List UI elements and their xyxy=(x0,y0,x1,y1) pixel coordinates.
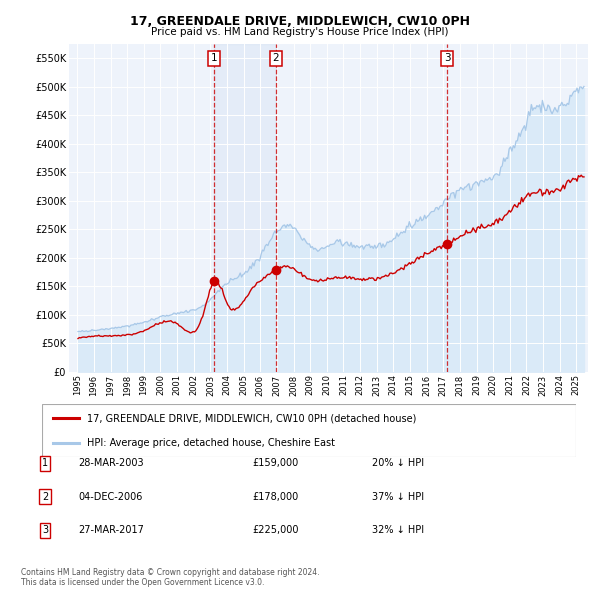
Bar xyxy=(214,44,275,372)
Text: £178,000: £178,000 xyxy=(252,492,298,502)
Text: 3: 3 xyxy=(42,526,48,535)
Text: 2: 2 xyxy=(42,492,48,502)
Text: 3: 3 xyxy=(444,54,451,64)
Text: £159,000: £159,000 xyxy=(252,458,298,468)
Text: 20% ↓ HPI: 20% ↓ HPI xyxy=(372,458,424,468)
Text: 1: 1 xyxy=(211,54,218,64)
Text: 17, GREENDALE DRIVE, MIDDLEWICH, CW10 0PH (detached house): 17, GREENDALE DRIVE, MIDDLEWICH, CW10 0P… xyxy=(88,414,417,424)
Text: 2: 2 xyxy=(272,54,279,64)
Text: 37% ↓ HPI: 37% ↓ HPI xyxy=(372,492,424,502)
Text: 32% ↓ HPI: 32% ↓ HPI xyxy=(372,526,424,535)
Text: HPI: Average price, detached house, Cheshire East: HPI: Average price, detached house, Ches… xyxy=(88,438,335,448)
FancyBboxPatch shape xyxy=(42,404,576,457)
Text: Price paid vs. HM Land Registry's House Price Index (HPI): Price paid vs. HM Land Registry's House … xyxy=(151,27,449,37)
Text: 17, GREENDALE DRIVE, MIDDLEWICH, CW10 0PH: 17, GREENDALE DRIVE, MIDDLEWICH, CW10 0P… xyxy=(130,15,470,28)
Text: 28-MAR-2003: 28-MAR-2003 xyxy=(78,458,143,468)
Text: 04-DEC-2006: 04-DEC-2006 xyxy=(78,492,142,502)
Text: Contains HM Land Registry data © Crown copyright and database right 2024.
This d: Contains HM Land Registry data © Crown c… xyxy=(21,568,320,587)
Text: 27-MAR-2017: 27-MAR-2017 xyxy=(78,526,144,535)
Text: 1: 1 xyxy=(42,458,48,468)
Text: £225,000: £225,000 xyxy=(252,526,299,535)
